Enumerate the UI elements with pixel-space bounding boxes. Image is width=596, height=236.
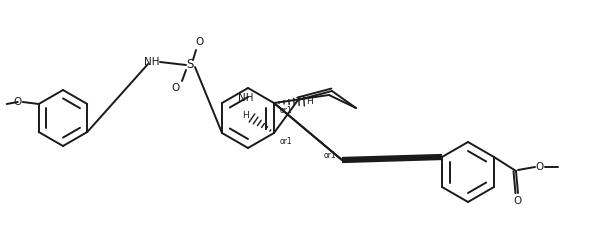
Text: O: O [14,97,22,107]
Text: or1: or1 [280,136,292,146]
Text: O: O [172,83,180,93]
Text: or1: or1 [280,106,292,115]
Text: NH: NH [238,93,254,103]
Text: NH: NH [144,57,160,67]
Text: O: O [536,162,544,172]
Text: H: H [306,97,313,105]
Text: O: O [195,37,203,47]
Text: or1: or1 [324,151,336,160]
Text: O: O [514,196,522,206]
Text: H: H [243,110,249,119]
Text: S: S [187,59,194,72]
